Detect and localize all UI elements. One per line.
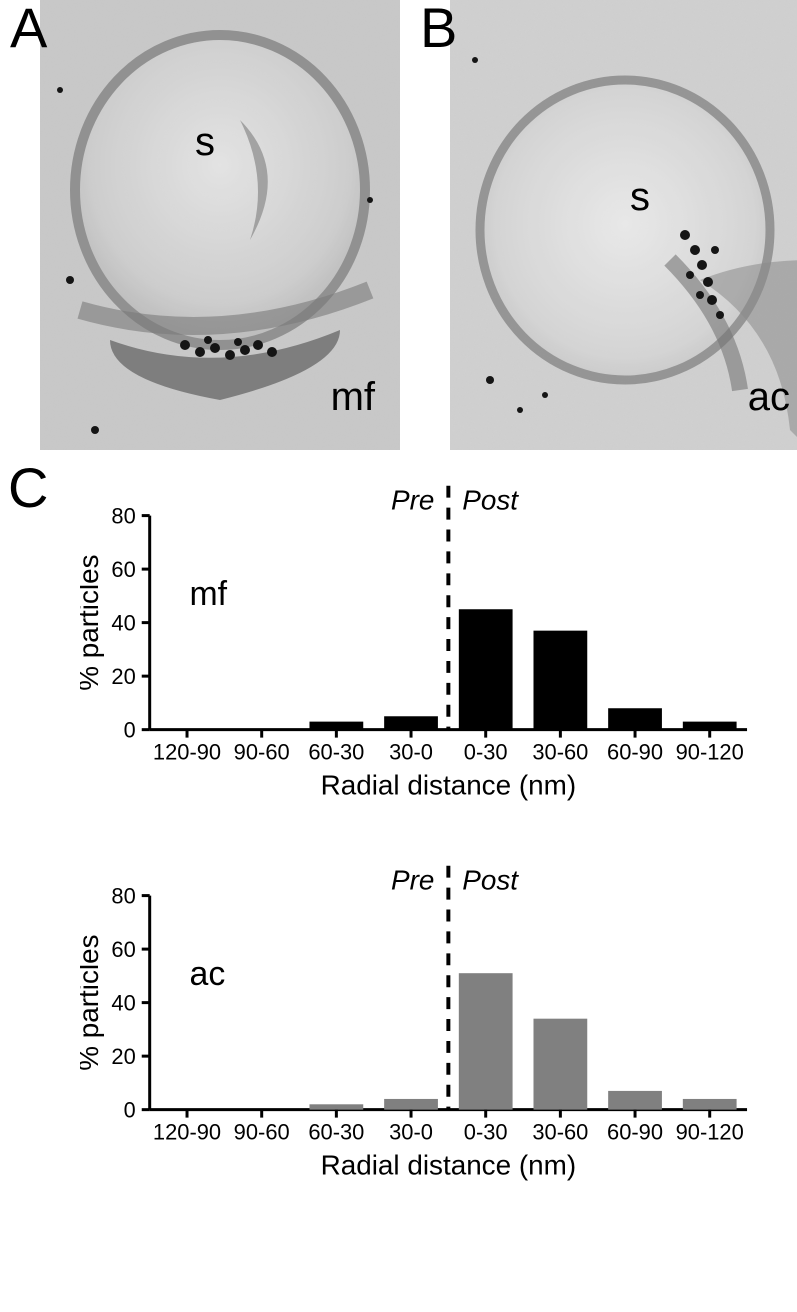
svg-text:60: 60 bbox=[111, 557, 135, 582]
svg-text:Pre: Pre bbox=[391, 485, 434, 516]
micrograph-b: s ac bbox=[450, 0, 797, 450]
svg-text:40: 40 bbox=[111, 611, 135, 636]
charts-container: 0 20 40 60 80 120-90 90-60 60-30 30-0 0-30 30-60 60… bbox=[0, 465, 797, 1205]
chart-mf: 0 20 40 60 80 120-90 90-60 60-30 30-0 0-30 30-60 60… bbox=[80, 475, 757, 825]
svg-text:Post: Post bbox=[462, 865, 519, 896]
panel-b-label: B bbox=[420, 0, 457, 56]
svg-text:0-30: 0-30 bbox=[464, 740, 508, 765]
svg-text:0-30: 0-30 bbox=[464, 1120, 508, 1145]
svg-text:0: 0 bbox=[124, 1098, 136, 1123]
panel-a-label: A bbox=[10, 0, 47, 56]
svg-text:60-90: 60-90 bbox=[607, 1120, 663, 1145]
panel-b-s-label: s bbox=[630, 175, 650, 220]
svg-text:80: 80 bbox=[111, 504, 135, 529]
svg-text:Pre: Pre bbox=[391, 865, 434, 896]
svg-text:30-60: 30-60 bbox=[532, 1120, 588, 1145]
top-panel-row: A bbox=[0, 0, 797, 450]
svg-text:mf: mf bbox=[190, 575, 228, 613]
svg-text:90-60: 90-60 bbox=[234, 740, 290, 765]
svg-text:90-120: 90-120 bbox=[676, 740, 744, 765]
svg-text:60: 60 bbox=[111, 937, 135, 962]
svg-text:60-30: 60-30 bbox=[308, 1120, 364, 1145]
svg-text:30-60: 30-60 bbox=[532, 740, 588, 765]
panel-b: B bbox=[420, 0, 797, 450]
panel-a-region-label: mf bbox=[331, 375, 375, 420]
micrograph-b-svg bbox=[450, 0, 797, 450]
chart-ac: 0 20 40 60 80 120-90 90-60 60-30 30-0 0-30 30-60 60… bbox=[80, 855, 757, 1205]
panel-c-label: C bbox=[8, 460, 48, 516]
micrograph-a: s mf bbox=[40, 0, 400, 450]
svg-text:90-60: 90-60 bbox=[234, 1120, 290, 1145]
panel-a: A bbox=[10, 0, 400, 450]
svg-text:80: 80 bbox=[111, 884, 135, 909]
chart-mf-svg: 0 20 40 60 80 120-90 90-60 60-30 30-0 0-30 30-60 60… bbox=[80, 475, 757, 825]
svg-text:90-120: 90-120 bbox=[676, 1120, 744, 1145]
svg-text:20: 20 bbox=[111, 1044, 135, 1069]
svg-text:ac: ac bbox=[190, 955, 226, 993]
chart-ac-svg: 0 20 40 60 80 120-90 90-60 60-30 30-0 0-30 30-60 60… bbox=[80, 855, 757, 1205]
svg-text:60-30: 60-30 bbox=[308, 740, 364, 765]
svg-text:40: 40 bbox=[111, 991, 135, 1016]
svg-text:20: 20 bbox=[111, 664, 135, 689]
svg-text:0: 0 bbox=[124, 718, 136, 743]
panel-a-s-label: s bbox=[195, 120, 215, 165]
svg-text:30-0: 30-0 bbox=[389, 1120, 433, 1145]
panel-b-region-label: ac bbox=[748, 375, 790, 420]
svg-text:Radial distance (nm): Radial distance (nm) bbox=[321, 1149, 576, 1180]
svg-text:120-90: 120-90 bbox=[153, 1120, 221, 1145]
svg-text:120-90: 120-90 bbox=[153, 740, 221, 765]
svg-text:30-0: 30-0 bbox=[389, 740, 433, 765]
svg-text:% particles: % particles bbox=[80, 934, 104, 1070]
svg-text:60-90: 60-90 bbox=[607, 740, 663, 765]
svg-text:Radial distance (nm): Radial distance (nm) bbox=[321, 769, 576, 800]
svg-text:% particles: % particles bbox=[80, 554, 104, 690]
svg-text:Post: Post bbox=[462, 485, 519, 516]
